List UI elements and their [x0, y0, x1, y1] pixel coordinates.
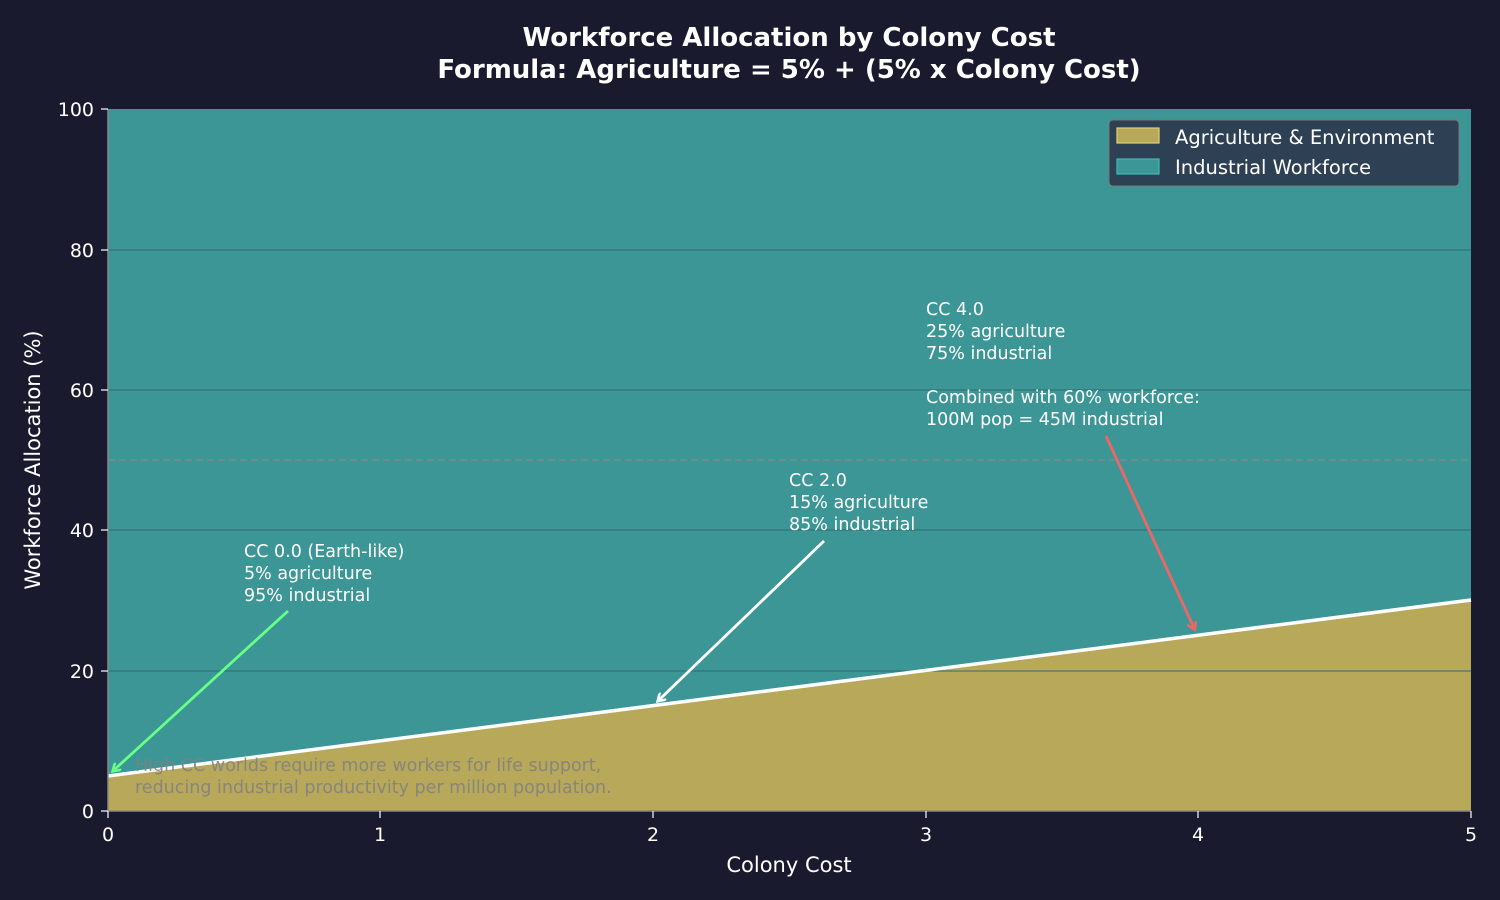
svg-text:100M pop = 45M industrial: 100M pop = 45M industrial	[926, 410, 1163, 430]
x-tick-label: 0	[102, 824, 114, 846]
annotation-cc4: CC 4.0 25% agriculture 75% industrial Co…	[926, 300, 1200, 628]
svg-text:CC 2.0: CC 2.0	[789, 471, 847, 491]
x-tick-label: 2	[647, 824, 659, 846]
y-tick-label: 0	[82, 801, 94, 823]
svg-text:25% agriculture: 25% agriculture	[926, 322, 1065, 342]
agriculture-line	[107, 598, 1472, 778]
svg-text:75% industrial: 75% industrial	[926, 344, 1052, 364]
svg-text:85% industrial: 85% industrial	[789, 515, 915, 535]
y-axis-label: Workforce Allocation (%)	[21, 330, 45, 589]
svg-text:Combined with 60% workforce:: Combined with 60% workforce:	[926, 388, 1200, 408]
x-tick-label: 3	[920, 824, 932, 846]
svg-text:95% industrial: 95% industrial	[244, 586, 370, 606]
y-tick-label: 20	[70, 661, 94, 683]
svg-text:reducing industrial productivi: reducing industrial productivity per mil…	[135, 778, 612, 798]
arrow-icon	[659, 539, 825, 700]
legend-swatch-industrial	[1116, 158, 1160, 175]
y-tick-label: 100	[58, 99, 94, 121]
plot-area	[107, 109, 1472, 812]
legend: Agriculture & Environment Industrial Wor…	[1108, 119, 1460, 187]
svg-text:15% agriculture: 15% agriculture	[789, 493, 928, 513]
y-tick-label: 60	[70, 380, 94, 402]
agriculture-area	[108, 600, 1471, 811]
svg-text:CC 0.0 (Earth-like): CC 0.0 (Earth-like)	[244, 542, 404, 562]
annotation-cc0: CC 0.0 (Earth-like) 5% agriculture 95% i…	[114, 542, 404, 770]
legend-label-agriculture: Agriculture & Environment	[1175, 126, 1435, 149]
annotation-cc2: CC 2.0 15% agriculture 85% industrial	[659, 471, 928, 700]
legend-label-industrial: Industrial Workforce	[1175, 156, 1371, 179]
svg-text:CC 4.0: CC 4.0	[926, 300, 984, 320]
x-tick-label: 5	[1465, 824, 1477, 846]
arrow-icon	[114, 609, 289, 770]
y-tick-label: 40	[70, 520, 94, 542]
chart-title-line2: Formula: Agriculture = 5% + (5% x Colony…	[437, 55, 1140, 85]
arrow-icon	[1104, 435, 1194, 628]
footnote: High CC worlds require more workers for …	[135, 756, 612, 798]
x-axis-label: Colony Cost	[726, 853, 851, 877]
y-axis: 0 20 40 60 80 100 Workforce Allocation (…	[21, 99, 108, 823]
legend-swatch-agriculture	[1116, 127, 1160, 144]
svg-text:High CC worlds require more wo: High CC worlds require more workers for …	[135, 756, 601, 776]
x-tick-label: 1	[374, 824, 386, 846]
svg-text:5% agriculture: 5% agriculture	[244, 564, 372, 584]
gridlines	[108, 249, 1471, 672]
x-tick-label: 4	[1192, 824, 1204, 846]
chart-title-line1: Workforce Allocation by Colony Cost	[522, 23, 1055, 53]
x-axis: 0 1 2 3 4 5 Colony Cost	[102, 811, 1477, 877]
y-tick-label: 80	[70, 240, 94, 262]
